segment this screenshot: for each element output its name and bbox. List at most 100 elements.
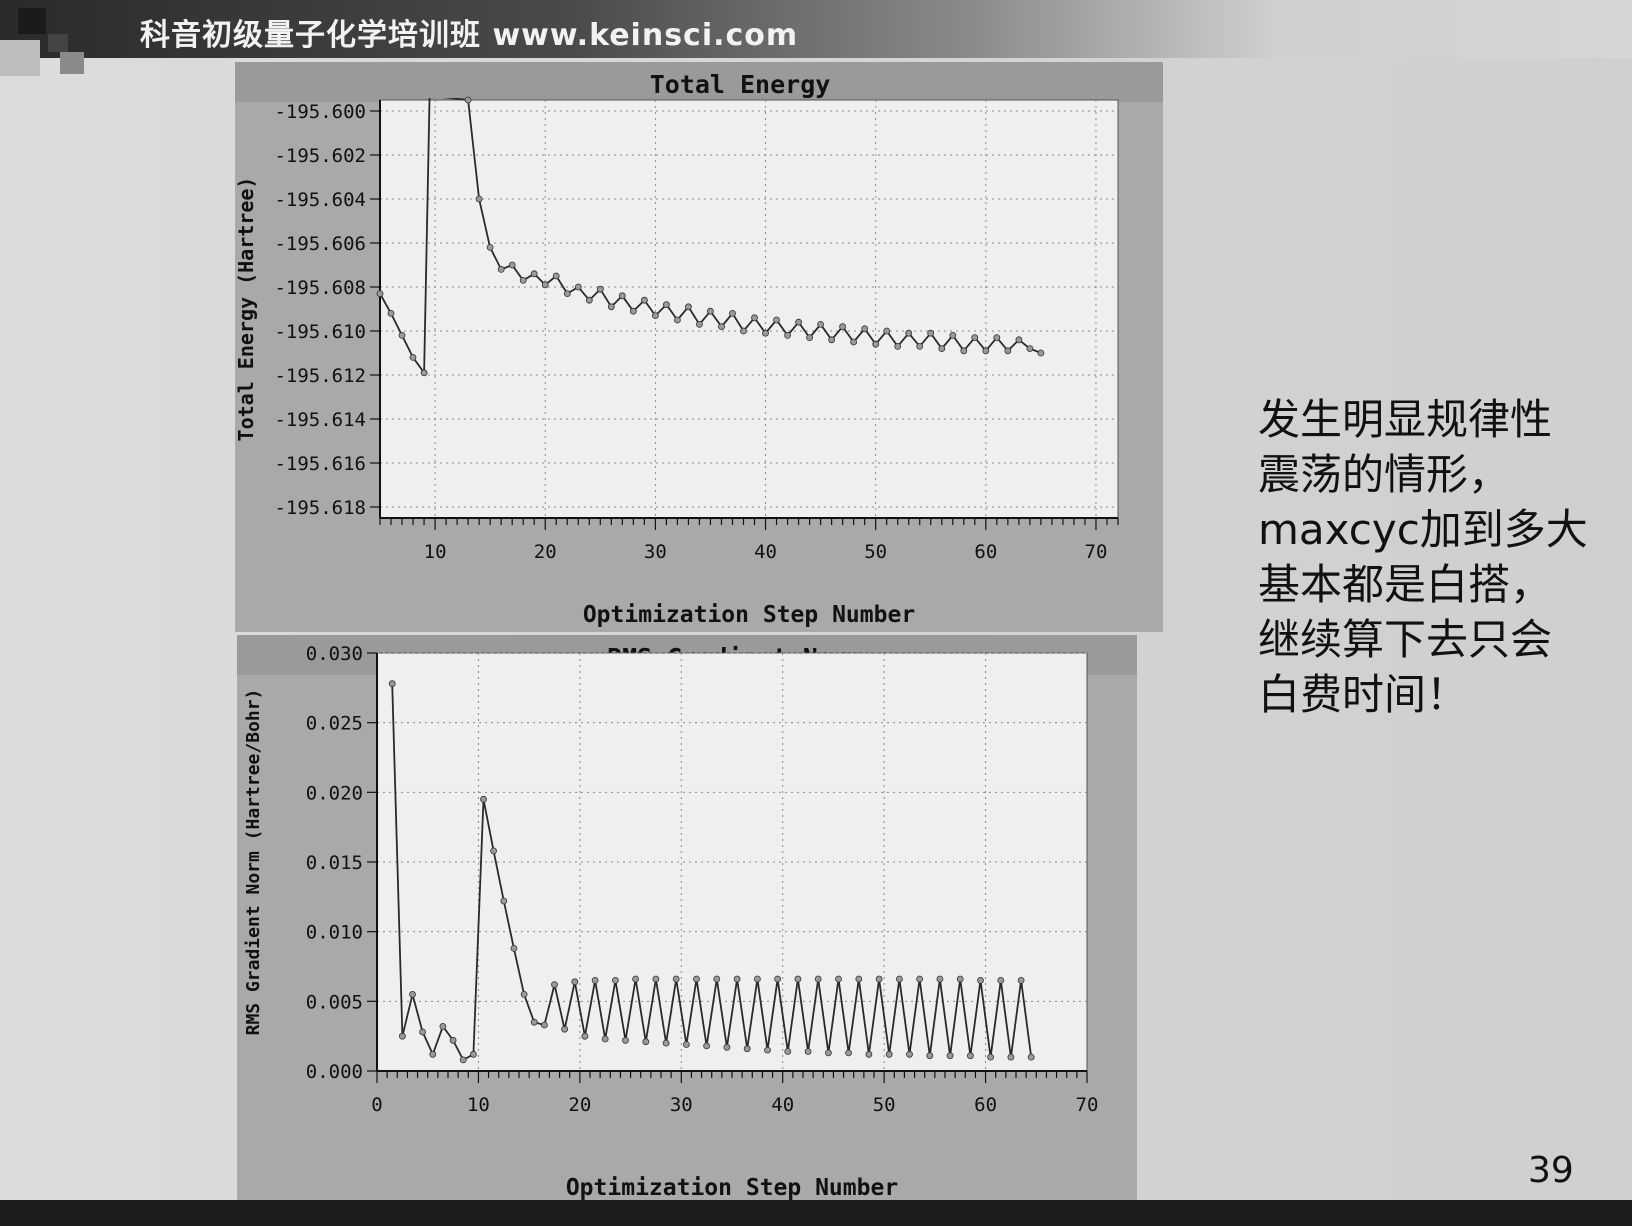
data-point bbox=[773, 316, 780, 324]
data-point bbox=[855, 975, 863, 983]
data-point bbox=[439, 1022, 447, 1030]
data-point bbox=[938, 345, 946, 353]
data-point bbox=[673, 316, 681, 324]
data-point bbox=[398, 331, 406, 339]
data-point bbox=[629, 307, 637, 315]
data-point bbox=[530, 270, 538, 278]
y-tick-label: -195.612 bbox=[274, 365, 366, 387]
data-point bbox=[960, 347, 968, 355]
data-point bbox=[510, 944, 518, 952]
data-point bbox=[814, 975, 822, 983]
data-point bbox=[388, 680, 396, 688]
data-point bbox=[449, 1036, 457, 1044]
plot-area bbox=[379, 99, 1119, 519]
x-tick-label: 60 bbox=[974, 541, 997, 563]
data-point bbox=[632, 975, 640, 983]
data-point bbox=[1027, 1053, 1035, 1061]
data-point bbox=[927, 329, 935, 337]
data-point bbox=[419, 1028, 427, 1036]
data-point bbox=[967, 1052, 974, 1060]
data-point bbox=[885, 1050, 893, 1058]
data-point bbox=[795, 318, 802, 326]
data-point bbox=[682, 1041, 690, 1048]
data-point bbox=[1007, 1053, 1015, 1061]
header-decoration bbox=[18, 8, 46, 34]
x-tick-label: 10 bbox=[467, 1094, 490, 1116]
data-point bbox=[875, 975, 883, 983]
data-point bbox=[601, 1035, 609, 1043]
data-point bbox=[480, 795, 487, 803]
x-tick-label: 40 bbox=[771, 1094, 794, 1116]
data-point bbox=[865, 1050, 873, 1058]
x-tick-label: 30 bbox=[670, 1094, 693, 1116]
data-point bbox=[828, 336, 835, 344]
data-point bbox=[839, 323, 846, 331]
data-point bbox=[1026, 345, 1034, 353]
data-point bbox=[611, 976, 619, 984]
data-point bbox=[835, 975, 842, 983]
data-point bbox=[464, 96, 472, 104]
data-point bbox=[551, 981, 558, 989]
data-point bbox=[729, 309, 736, 317]
data-point bbox=[804, 1048, 812, 1055]
data-point bbox=[561, 1025, 569, 1033]
data-point bbox=[754, 975, 761, 983]
data-point bbox=[585, 296, 593, 304]
data-point bbox=[409, 353, 417, 361]
bottom-bar bbox=[0, 1200, 1632, 1226]
data-point bbox=[490, 847, 498, 855]
data-point bbox=[540, 1021, 548, 1029]
data-point bbox=[946, 1052, 954, 1060]
y-tick-label: 0.015 bbox=[306, 852, 363, 874]
data-point bbox=[751, 314, 758, 322]
data-point bbox=[607, 303, 615, 311]
data-point bbox=[651, 312, 659, 320]
x-tick-label: 70 bbox=[1085, 541, 1108, 563]
data-point bbox=[936, 975, 944, 983]
y-axis-label: Total Energy (Hartree) bbox=[235, 177, 258, 442]
data-point bbox=[420, 369, 428, 377]
y-tick-label: -195.618 bbox=[274, 497, 366, 519]
data-point bbox=[723, 1043, 731, 1051]
data-point bbox=[552, 272, 560, 280]
data-point bbox=[713, 975, 721, 983]
data-point bbox=[581, 1032, 589, 1040]
data-point bbox=[794, 975, 802, 983]
data-point bbox=[684, 303, 692, 311]
x-tick-label: 70 bbox=[1076, 1094, 1099, 1116]
data-point bbox=[409, 990, 416, 998]
x-tick-label: 30 bbox=[644, 541, 667, 563]
data-point bbox=[652, 975, 660, 983]
data-point bbox=[475, 195, 483, 203]
data-point bbox=[520, 990, 528, 998]
data-point bbox=[740, 327, 747, 335]
data-point bbox=[982, 347, 990, 355]
data-point bbox=[784, 331, 791, 339]
data-point bbox=[541, 281, 549, 289]
x-tick-label: 20 bbox=[568, 1094, 591, 1116]
data-point bbox=[662, 1039, 670, 1047]
data-point bbox=[872, 340, 880, 348]
data-point bbox=[398, 1032, 406, 1040]
y-tick-label: 0.005 bbox=[306, 991, 363, 1013]
data-point bbox=[762, 329, 769, 337]
data-point bbox=[618, 292, 626, 300]
y-tick-label: 0.000 bbox=[306, 1061, 363, 1083]
data-point bbox=[743, 1045, 751, 1053]
data-point bbox=[500, 897, 508, 905]
data-point bbox=[784, 1048, 792, 1055]
data-point bbox=[861, 325, 869, 333]
total-energy-chart-svg: Total Energy 10 20 30 40 50 60 70 -195.600 -195.6… bbox=[235, 62, 1163, 632]
data-point bbox=[591, 976, 599, 984]
chart-title: Total Energy bbox=[650, 70, 831, 99]
data-point bbox=[905, 329, 913, 337]
x-tick-label: 60 bbox=[974, 1094, 997, 1116]
x-tick-label: 50 bbox=[873, 1094, 896, 1116]
data-point bbox=[622, 1036, 629, 1044]
data-point bbox=[733, 975, 741, 983]
data-point bbox=[1017, 976, 1025, 984]
rms-gradient-chart: RMS Gradient Norm0102030405060700.0300.0… bbox=[237, 635, 1137, 1205]
total-energy-chart: Total Energy 10 20 30 40 50 60 70 -195.600 -195.6… bbox=[235, 62, 1163, 632]
data-point bbox=[486, 243, 494, 251]
header-decoration bbox=[0, 40, 40, 76]
